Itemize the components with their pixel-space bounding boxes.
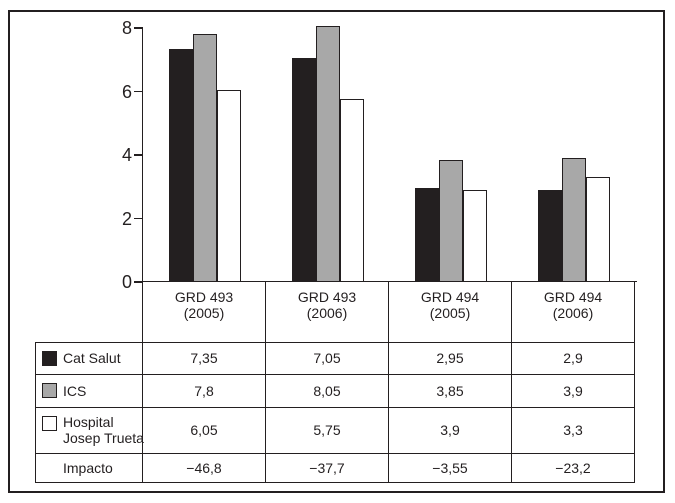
bar-hospital-josep-trueta-0	[216, 89, 241, 282]
series-label: Hospital Josep Trueta	[36, 414, 144, 446]
series-name-line: Josep Trueta	[63, 430, 144, 446]
category-year: (2006)	[306, 305, 348, 321]
bar-hospital-josep-trueta-3	[585, 177, 610, 282]
y-axis-tick-label: 4	[121, 145, 132, 165]
bar-cat-salut-2	[414, 188, 439, 282]
series-name-line: Hospital	[63, 414, 114, 430]
series-name: ICS	[63, 382, 87, 399]
y-axis-tick	[134, 281, 143, 283]
y-axis-tick	[134, 90, 143, 93]
bar-ics-1	[315, 26, 340, 282]
category-header-cell: GRD 494 (2006)	[511, 281, 635, 343]
bar-ics-2	[438, 159, 463, 282]
bar-hospital-josep-trueta-2	[462, 189, 487, 282]
category-label: GRD 493	[174, 289, 234, 305]
category-header-cell: GRD 494 (2005)	[388, 281, 512, 343]
y-axis-tick-label: 8	[121, 18, 132, 38]
category-year: (2005)	[429, 305, 471, 321]
legend-swatch-cat-salut-icon	[42, 350, 57, 366]
y-axis-tick	[134, 27, 143, 29]
impact-value-cell: −46,8	[142, 452, 266, 483]
category-header-row: GRD 493 (2005) GRD 493 (2006) GRD 494 (2005) G…	[36, 281, 635, 343]
impact-value-cell: −37,7	[265, 452, 389, 483]
y-axis-tick	[134, 217, 143, 220]
series-label: Cat Salut	[36, 350, 142, 366]
table-row-impacto: Impacto −46,8 −37,7 −3,55 −23,2	[35, 452, 635, 483]
value-cell: 3,85	[388, 373, 512, 408]
legend-swatch-hospital-josep-trueta-icon	[42, 416, 57, 431]
table-row-cat-salut: Cat Salut 7,35 7,05 2,95 2,9	[35, 341, 635, 375]
category-label: GRD 493	[297, 289, 357, 305]
impact-value-cell: −3,55	[388, 452, 512, 483]
value-cell: 2,95	[388, 341, 512, 375]
data-table: GRD 493 (2005) GRD 493 (2006) GRD 494 (2005) G…	[35, 281, 635, 483]
series-label: ICS	[36, 383, 142, 399]
category-label: GRD 494	[420, 289, 480, 305]
bar-cat-salut-1	[291, 58, 316, 282]
series-name: Hospital Josep Trueta	[63, 414, 144, 446]
category-header-cell: GRD 493 (2006)	[265, 281, 389, 343]
bar-cat-salut-3	[537, 189, 562, 282]
impact-value-cell: −23,2	[511, 452, 635, 483]
category-header-cell: GRD 493 (2005)	[142, 281, 266, 343]
y-axis-tick	[134, 154, 143, 156]
table-spacer-cell	[36, 281, 143, 342]
category-year: (2005)	[183, 305, 225, 321]
value-cell: 7,05	[265, 341, 389, 375]
value-cell: 3,9	[511, 373, 635, 408]
legend-swatch-ics-icon	[42, 383, 57, 398]
value-cell: 3,3	[511, 406, 635, 454]
impact-label-text: Impacto	[63, 459, 113, 476]
table-row-hospital-josep-trueta: Hospital Josep Trueta 6,05 5,75 3,9 3,3	[35, 406, 635, 454]
bar-cat-salut-0	[168, 48, 193, 282]
y-axis-tick-label: 2	[121, 208, 132, 229]
y-axis-tick-label: 0	[121, 272, 132, 292]
category-label: GRD 494	[543, 289, 603, 305]
bar-hospital-josep-trueta-1	[339, 99, 364, 282]
value-cell: 5,75	[265, 406, 389, 454]
value-cell: 7,8	[142, 373, 266, 408]
bar-ics-0	[192, 34, 217, 282]
value-cell: 7,35	[142, 341, 266, 375]
value-cell: 2,9	[511, 341, 635, 375]
series-label-cell: Cat Salut	[35, 341, 143, 375]
value-cell: 3,9	[388, 406, 512, 454]
series-label-cell: ICS	[35, 373, 143, 408]
impact-label: Impacto	[36, 460, 142, 476]
bar-ics-3	[561, 158, 586, 282]
category-year: (2006)	[552, 305, 594, 321]
value-cell: 6,05	[142, 406, 266, 454]
y-axis-tick-label: 6	[121, 81, 132, 102]
series-label-cell: Hospital Josep Trueta	[35, 406, 144, 454]
series-name: Cat Salut	[63, 350, 121, 366]
table-row-ics: ICS 7,8 8,05 3,85 3,9	[35, 373, 635, 408]
value-cell: 8,05	[265, 373, 389, 408]
impact-label-cell: Impacto	[35, 452, 143, 483]
